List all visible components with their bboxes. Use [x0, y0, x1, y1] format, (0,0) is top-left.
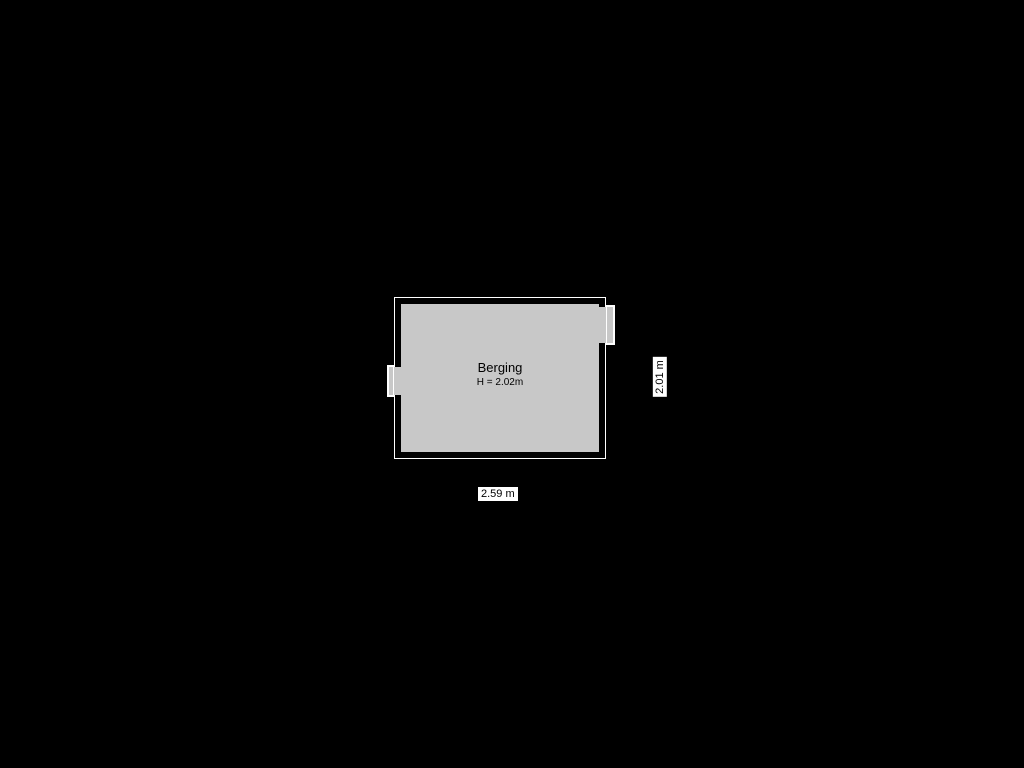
dimension-width-label: 2.59 m: [478, 487, 518, 501]
room-subtitle: H = 2.02m: [460, 377, 540, 388]
wall-opening: [394, 367, 402, 395]
door-opening: [605, 305, 615, 345]
room-name: Berging: [460, 360, 540, 375]
room-label: Berging H = 2.02m: [460, 360, 540, 388]
wall-opening: [598, 307, 606, 343]
floorplan-canvas: Berging H = 2.02m 2.59 m 2.01 m: [0, 0, 1024, 768]
dimension-height-label: 2.01 m: [653, 357, 667, 397]
